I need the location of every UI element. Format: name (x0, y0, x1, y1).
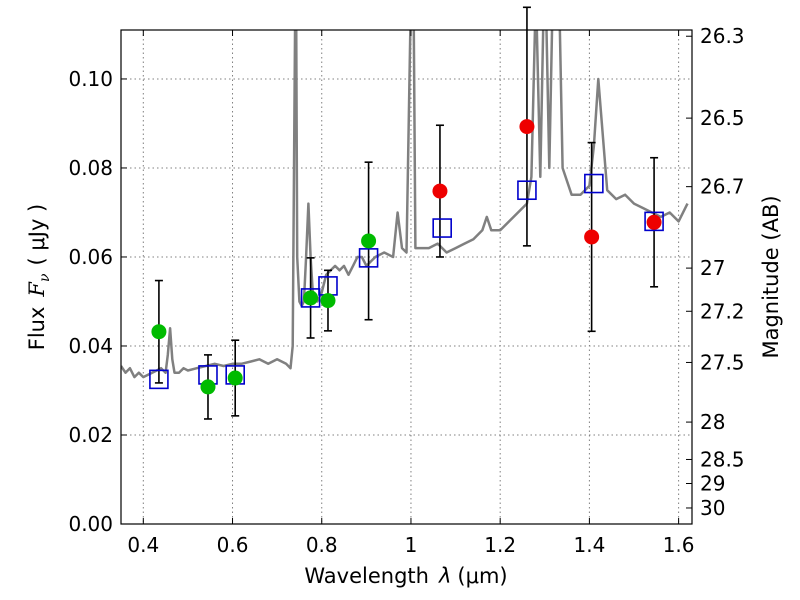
x-tick-label: 1.6 (663, 533, 695, 557)
magnitude-tick-label: 30 (700, 496, 725, 520)
optical-detection-point (151, 324, 167, 340)
x-tick-label: 0.4 (127, 533, 159, 557)
x-tick-label: 0.6 (217, 533, 249, 557)
x-tick-label: 1.2 (484, 533, 516, 557)
infrared-detection-point (646, 214, 662, 230)
optical-detection-point (200, 379, 216, 395)
optical-detection-point (361, 233, 377, 249)
magnitude-tick-label: 26.3 (700, 24, 745, 48)
x-axis-label: Wavelength λ (μm) (304, 564, 507, 588)
x-tick-label: 0.8 (306, 533, 338, 557)
infrared-detection-point (519, 119, 535, 135)
infrared-detection-point (432, 183, 448, 199)
model-photometry-square (358, 248, 379, 268)
y-tick-label: 0.10 (68, 67, 113, 91)
x-tick-label: 1 (405, 533, 418, 557)
magnitude-tick-label: 26.7 (700, 175, 745, 199)
magnitude-tick-label: 27.5 (700, 350, 745, 374)
model-photometry-square (517, 180, 537, 201)
model-photometry-square (584, 173, 604, 194)
model-photometry-square (432, 218, 452, 238)
y-tick-label: 0.04 (68, 334, 113, 358)
magnitude-tick-label: 29 (700, 472, 725, 496)
plot-frame (120, 29, 693, 525)
infrared-detection-point (584, 229, 600, 245)
y-axis-label: FluxFν( μJy ) (25, 204, 53, 350)
y-tick-label: 0.00 (68, 512, 113, 536)
model-photometry-square (300, 288, 321, 308)
optical-detection-point (227, 370, 243, 386)
optical-detection-point (303, 290, 319, 306)
magnitude-tick-label: 27.2 (700, 299, 745, 323)
optical-detection-point (320, 293, 336, 309)
magnitude-tick-label: 26.5 (700, 106, 745, 130)
y-tick-label: 0.06 (68, 245, 113, 269)
magnitude-axis-label: Magnitude (AB) (759, 195, 783, 358)
model-photometry-square (644, 211, 664, 232)
ticks: 0.4 0.6 0.8 1 1.2 1.4 1.6 0.00 0.02 0.04 0.06 0.08 0… (68, 24, 744, 557)
y-tick-label: 0.08 (68, 156, 113, 180)
x-tick-label: 1.4 (573, 533, 605, 557)
y-tick-label: 0.02 (68, 423, 113, 447)
model-spectrum (121, 30, 689, 379)
magnitude-tick-label: 28.5 (700, 447, 745, 471)
markers (149, 119, 664, 395)
model-spectrum-line (121, 30, 689, 379)
model-photometry-square (149, 369, 169, 390)
magnitude-tick-label: 27 (700, 256, 725, 280)
magnitude-tick-label: 28 (700, 410, 725, 434)
